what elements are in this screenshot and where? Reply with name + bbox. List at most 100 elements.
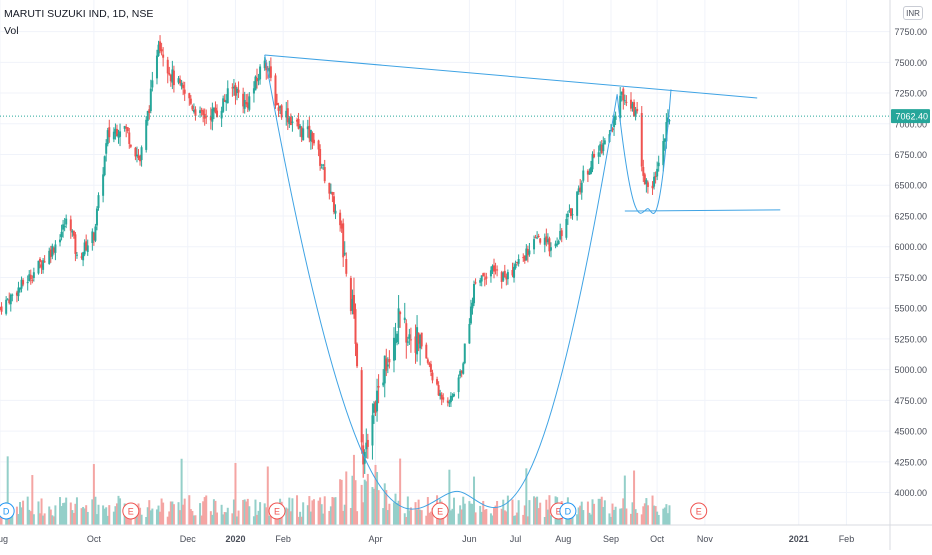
volume-bar	[265, 507, 268, 525]
volume-bar	[297, 516, 300, 525]
candle	[382, 382, 385, 386]
volume-bar	[306, 505, 309, 525]
candle	[580, 182, 583, 193]
candle	[646, 182, 649, 187]
symbol-title[interactable]: MARUTI SUZUKI IND, 1D, NSE	[4, 8, 154, 20]
volume-bar	[514, 515, 517, 525]
volume-bar	[119, 498, 122, 525]
candle	[602, 143, 605, 152]
candle	[545, 236, 548, 243]
candle	[383, 355, 386, 384]
earnings-marker[interactable]	[431, 502, 449, 520]
support-line[interactable]	[624, 209, 781, 212]
candle	[92, 233, 95, 241]
candle	[157, 44, 160, 56]
candle	[591, 153, 594, 170]
candle	[513, 266, 516, 278]
last-price-badge[interactable]	[891, 109, 930, 124]
candle	[102, 174, 105, 196]
volume-bar	[40, 498, 43, 525]
volume-bar	[525, 468, 528, 525]
candle	[82, 252, 85, 261]
candle	[392, 337, 395, 361]
volume-bar	[603, 500, 606, 525]
volume-bar	[599, 498, 602, 525]
price-tick-label: 4500.00	[894, 427, 927, 437]
earnings-marker[interactable]	[268, 502, 286, 520]
resistance-trendline[interactable]	[264, 54, 758, 99]
candle	[320, 167, 323, 169]
volume-bar	[468, 501, 471, 525]
candle	[334, 210, 337, 214]
candle	[72, 230, 75, 236]
volume-bar	[29, 511, 32, 525]
candle	[242, 93, 245, 107]
candle	[232, 86, 235, 89]
candle	[665, 121, 668, 142]
volume-bar	[448, 469, 451, 525]
candle	[351, 298, 354, 311]
candle	[52, 248, 55, 253]
candle	[246, 102, 249, 109]
volume-bar	[52, 516, 55, 525]
volume-bar	[223, 511, 226, 525]
volume-legend[interactable]: Vol	[4, 25, 19, 37]
candle	[137, 156, 140, 158]
volume-bar	[526, 516, 529, 525]
candle	[296, 119, 299, 122]
earnings-marker[interactable]	[122, 502, 140, 520]
volume-bar	[242, 500, 245, 525]
candle	[569, 208, 572, 216]
volume-bar	[471, 503, 474, 525]
candle	[6, 299, 9, 301]
candle	[440, 394, 443, 400]
candle	[179, 79, 182, 84]
candle	[168, 72, 171, 75]
volume-bar	[259, 502, 262, 525]
volume-bar	[296, 495, 299, 525]
volume-bar	[192, 515, 195, 525]
dividend-marker[interactable]	[559, 502, 577, 520]
volume-bar	[65, 497, 68, 525]
candle	[419, 334, 422, 349]
volume-bar	[625, 508, 628, 525]
candle	[399, 312, 402, 315]
handle-curve[interactable]	[616, 89, 672, 214]
volume-bar	[139, 507, 142, 525]
volume-bar	[457, 513, 460, 525]
volume-bar	[545, 499, 548, 525]
candle	[129, 144, 132, 147]
candle	[279, 106, 282, 109]
currency-badge: INR	[903, 6, 923, 20]
volume-bar	[503, 510, 506, 525]
price-tick-label: 4750.00	[894, 396, 927, 406]
volume-bar	[285, 507, 288, 525]
candle	[460, 370, 463, 374]
candle	[514, 264, 517, 269]
earnings-marker[interactable]	[690, 502, 708, 520]
candle	[405, 323, 408, 343]
cup-curve[interactable]	[264, 54, 618, 510]
dividend-marker[interactable]	[0, 502, 15, 520]
candle	[526, 249, 529, 256]
time-tick-label: 2021	[789, 534, 809, 544]
candle	[663, 138, 666, 142]
candle	[125, 126, 128, 129]
volume-bar	[180, 458, 183, 525]
candle	[634, 110, 637, 116]
candle	[31, 279, 34, 281]
volume-bar	[237, 510, 240, 525]
candle	[500, 272, 503, 282]
candle	[309, 129, 312, 142]
volume-bar	[309, 511, 312, 525]
volume-bar	[328, 510, 331, 525]
candle	[425, 344, 428, 359]
time-tick-label: Feb	[275, 534, 291, 544]
volume-bar	[579, 505, 582, 525]
candle	[396, 333, 399, 343]
volume-bar	[71, 510, 74, 525]
candle	[625, 101, 628, 103]
volume-bar	[342, 510, 345, 525]
